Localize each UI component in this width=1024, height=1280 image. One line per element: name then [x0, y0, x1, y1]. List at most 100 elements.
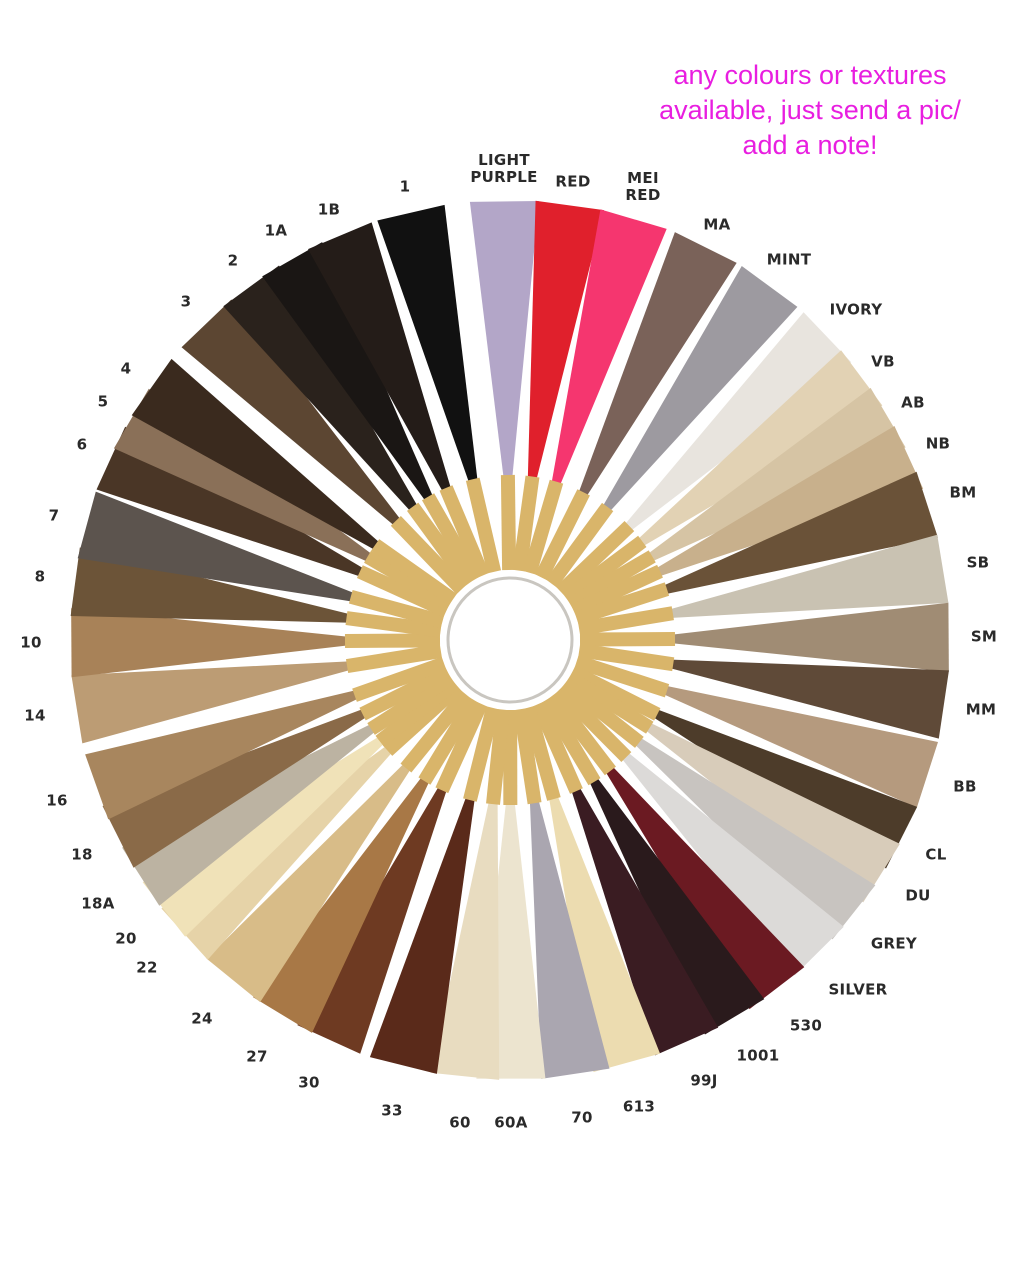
shade-label: MEI RED: [625, 169, 661, 204]
gold-tab: [574, 654, 670, 698]
hair-strand-613: [547, 783, 661, 1073]
gold-tab: [400, 689, 472, 773]
hair-strand-14: [71, 660, 363, 744]
hair-strand-24: [206, 754, 418, 1003]
gold-tab: [554, 684, 632, 762]
hair-strand-vb: [628, 350, 883, 553]
hair-strand-27: [252, 766, 435, 1033]
shade-label: 22: [136, 958, 158, 977]
hair-strand-mint: [596, 265, 798, 521]
hair-strand-1b: [308, 222, 455, 503]
gold-tab: [421, 493, 482, 583]
shade-label: SM: [970, 627, 998, 646]
gold-tab: [513, 708, 542, 805]
gold-tab: [545, 502, 614, 588]
shade-label: 60A: [494, 1113, 528, 1132]
gold-tab: [390, 516, 467, 595]
shade-label: 99J: [690, 1071, 718, 1090]
shade-label: IVORY: [829, 300, 883, 319]
hair-strand-16: [85, 687, 370, 820]
hair-strand-1: [377, 204, 480, 495]
gold-tab: [547, 691, 616, 776]
gold-tab: [364, 550, 454, 611]
hair-strand-1001: [584, 767, 765, 1035]
gold-tab: [566, 550, 656, 611]
hair-strand-18a: [122, 718, 386, 906]
gold-tab: [579, 631, 676, 647]
gold-tab: [574, 582, 670, 626]
hair-strand-70: [529, 787, 610, 1079]
hair-strand-22: [161, 738, 401, 960]
hair-strand-30: [297, 775, 451, 1054]
hair-strand-2: [223, 265, 424, 521]
hair-strand-4: [131, 358, 390, 556]
hair-strand-60: [430, 788, 500, 1080]
shade-label: RED: [555, 172, 591, 191]
shade-label: BM: [949, 483, 977, 502]
gold-tab: [371, 539, 457, 606]
hair-strand-mm: [657, 659, 949, 739]
hair-strand-bm: [651, 471, 938, 597]
shade-label: 16: [46, 791, 68, 810]
shade-label: DU: [905, 886, 931, 905]
hair-strand-1a: [262, 242, 439, 512]
gold-tab: [565, 671, 654, 734]
gold-tab: [486, 708, 510, 805]
gold-tab: [345, 611, 442, 638]
shade-label: 7: [48, 506, 60, 525]
shade-label: SILVER: [828, 980, 888, 999]
hair-strand-sb: [657, 534, 949, 619]
gold-tab: [577, 606, 674, 636]
hair-strand-ab: [637, 387, 906, 567]
shade-label: 10: [20, 633, 42, 652]
shade-label: 6: [76, 435, 88, 454]
hair-strand-grey: [625, 730, 876, 940]
hair-strand-sm: [659, 602, 949, 672]
gold-tab: [344, 633, 441, 649]
shade-label: 5: [97, 392, 109, 411]
note-line: available, just send a pic/: [659, 95, 961, 125]
gold-tab: [367, 671, 455, 735]
hair-strand-ma: [574, 232, 737, 508]
hair-strand-nb: [645, 425, 924, 581]
shade-label: 30: [298, 1073, 320, 1092]
shade-label: 24: [191, 1009, 213, 1028]
gold-tab: [375, 677, 460, 747]
hair-strand-99j: [567, 776, 719, 1056]
shade-label: 1A: [264, 221, 288, 240]
shade-label: MINT: [766, 250, 812, 269]
gold-tab: [500, 474, 517, 571]
hair-strand-7: [77, 491, 367, 604]
gold-tab: [356, 565, 450, 618]
note-line: any colours or textures: [673, 60, 947, 90]
shade-label: 20: [115, 929, 137, 948]
gold-tab: [560, 677, 644, 748]
gold-tab: [555, 521, 635, 597]
shade-label: 70: [571, 1108, 593, 1127]
shade-label: 18: [71, 845, 93, 864]
hair-strand-3: [181, 299, 409, 534]
gold-tab: [348, 589, 445, 629]
hair-strand-18: [102, 704, 378, 868]
shade-label: 4: [120, 359, 132, 378]
shade-label: 2: [227, 251, 239, 270]
shade-label: 1B: [317, 200, 341, 219]
gold-tab: [439, 485, 490, 579]
shade-label: AB: [901, 393, 925, 412]
gold-tab: [531, 701, 583, 794]
gold-tab: [352, 656, 447, 702]
shade-label: 530: [789, 1016, 823, 1035]
hair-strand-530: [598, 757, 805, 1010]
shade-label: 18A: [81, 894, 115, 913]
shade-label: 14: [24, 706, 46, 725]
shade-label: SB: [966, 553, 990, 572]
shade-label: MA: [703, 215, 731, 234]
shade-label: NB: [925, 434, 951, 453]
gold-tab: [578, 643, 675, 672]
shade-label: 1001: [736, 1046, 780, 1065]
gold-tab: [539, 696, 601, 786]
gold-tab: [345, 644, 442, 673]
gold-tab: [561, 535, 647, 604]
shade-label: 613: [622, 1097, 656, 1116]
hair-strand-bb: [651, 683, 939, 808]
